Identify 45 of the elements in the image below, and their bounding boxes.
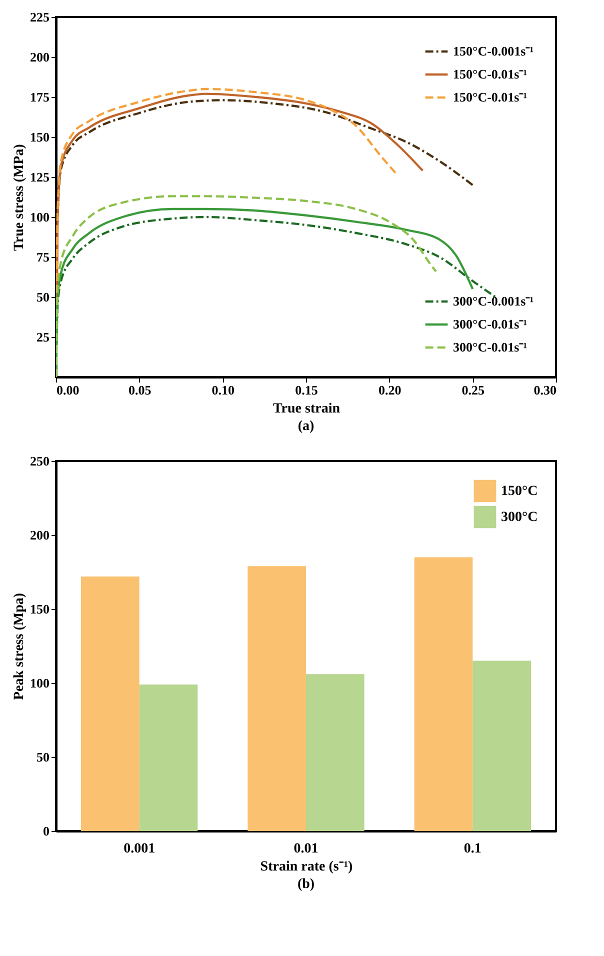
x-tick-label: 0.1 — [464, 842, 482, 856]
bar — [306, 674, 364, 831]
x-axis-title: Strain rate (s⁻¹) — [260, 860, 354, 874]
x-tick-label: 0.01 — [294, 842, 318, 856]
bar — [414, 557, 473, 831]
y-axis-title: True stress (MPa) — [12, 144, 27, 251]
legend-label: 300°C — [501, 510, 538, 525]
y-tick-label: 150 — [30, 602, 50, 616]
y-tick-label: 25 — [36, 330, 50, 344]
y-tick-label: 100 — [30, 676, 50, 690]
y-tick-label: 50 — [36, 290, 50, 304]
legend-label: 300°C-0.01s⁻¹ — [453, 340, 528, 354]
x-tick-label: 0.15 — [295, 382, 318, 398]
y-tick-label: 175 — [30, 90, 50, 104]
text: (a) — [298, 419, 314, 434]
bar — [472, 660, 531, 831]
text: (b) — [297, 877, 315, 892]
y-tick-label: 100 — [30, 210, 50, 224]
y-axis-title: Peak stress (Mpa) — [12, 592, 27, 700]
x-tick-label: 0.05 — [128, 382, 152, 398]
y-tick-label: 200 — [30, 528, 50, 542]
legend-label: 150°C-0.001s⁻¹ — [453, 44, 534, 58]
bar — [81, 576, 140, 831]
y-tick-label: 225 — [30, 10, 50, 24]
x-axis-title: True strain — [272, 402, 340, 416]
legend-label: 300°C-0.001s⁻¹ — [453, 294, 534, 308]
x-tick-label: 0.10 — [212, 382, 235, 398]
y-tick-label: 50 — [36, 750, 50, 764]
y-tick-label: 250 — [30, 454, 50, 468]
legend-label: 300°C-0.01s⁻¹ — [453, 316, 528, 332]
x-tick-label: 0.00 — [56, 382, 80, 398]
legend-label: 150°C — [501, 484, 538, 499]
y-tick-label: 125 — [30, 170, 50, 184]
y-tick-label: 75 — [36, 250, 50, 264]
bar — [248, 566, 306, 831]
y-tick-label: 200 — [30, 50, 50, 64]
legend-label: 150°C-0.01s⁻¹ — [453, 90, 528, 104]
legend-label: 150°C-0.01s⁻¹ — [453, 66, 528, 82]
y-tick-label: 0 — [43, 824, 50, 838]
x-tick-label: 0.30 — [534, 382, 556, 398]
x-tick-label: 0.25 — [462, 382, 486, 398]
y-tick-label: 150 — [30, 130, 50, 144]
bar — [139, 684, 198, 831]
x-tick-label: 0.001 — [124, 842, 156, 856]
x-tick-label: 0.20 — [378, 382, 402, 398]
